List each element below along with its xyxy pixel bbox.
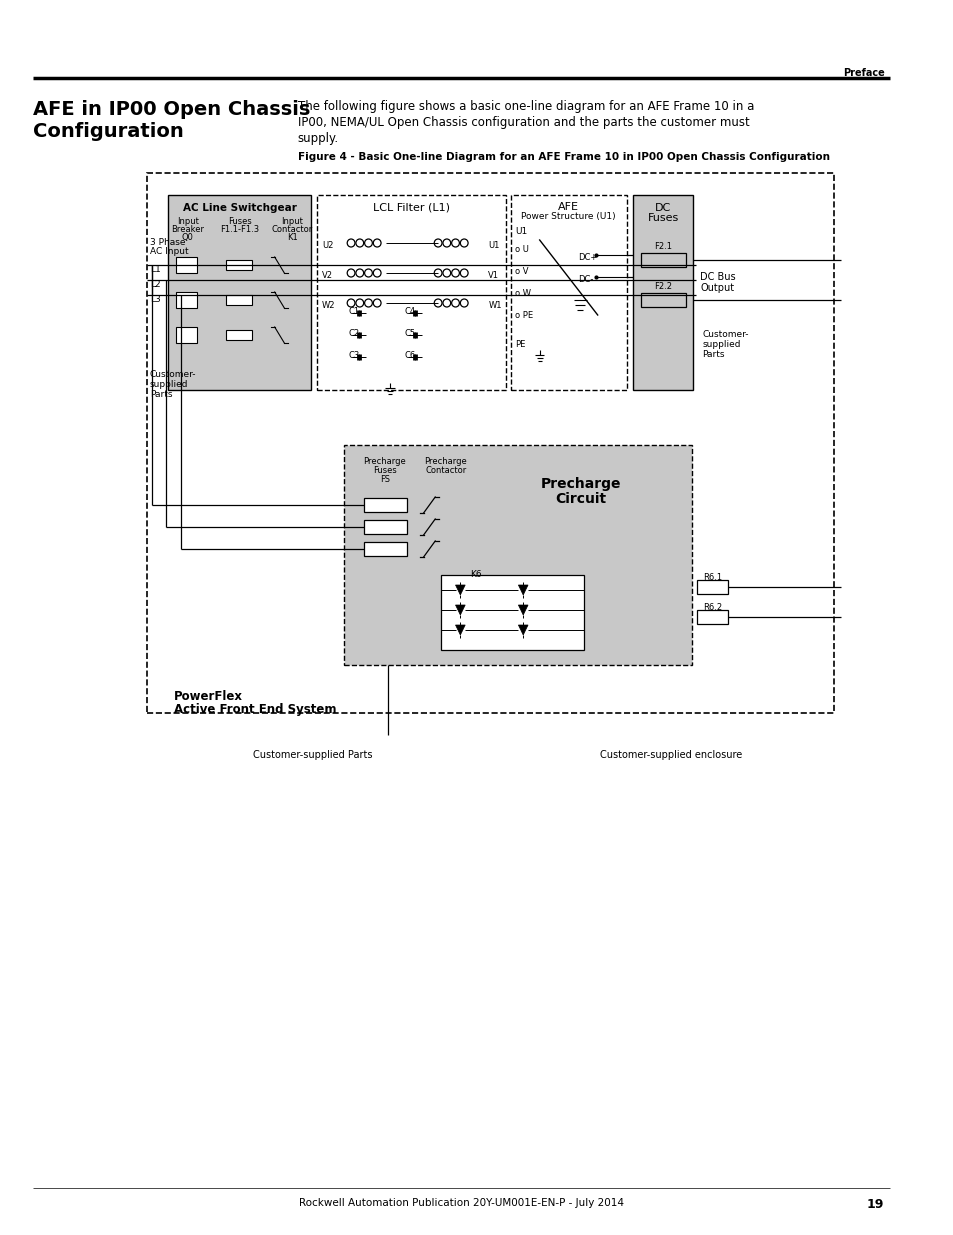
- Text: Customer-: Customer-: [150, 370, 196, 379]
- Bar: [697, 610, 727, 624]
- Text: U1: U1: [515, 227, 527, 236]
- Text: o U: o U: [515, 245, 529, 254]
- Bar: [633, 195, 693, 390]
- Text: Customer-: Customer-: [701, 330, 748, 338]
- Text: Precharge: Precharge: [424, 457, 467, 466]
- Bar: [317, 195, 505, 390]
- Text: F2.1: F2.1: [654, 242, 672, 251]
- Polygon shape: [517, 585, 528, 595]
- Text: AFE in IP00 Open Chassis: AFE in IP00 Open Chassis: [32, 100, 310, 119]
- Text: Contactor: Contactor: [425, 466, 466, 475]
- Bar: [168, 195, 311, 390]
- Text: Precharge: Precharge: [540, 477, 620, 492]
- Bar: [363, 542, 407, 556]
- Text: DC Bus: DC Bus: [700, 272, 735, 282]
- Text: Preface: Preface: [842, 68, 884, 78]
- Text: Configuration: Configuration: [32, 122, 183, 141]
- Bar: [697, 580, 727, 594]
- Text: L1: L1: [150, 266, 160, 274]
- Text: Power Structure (U1): Power Structure (U1): [521, 212, 616, 221]
- Text: V2: V2: [322, 270, 333, 279]
- Bar: [510, 195, 626, 390]
- Text: Figure 4 - Basic One-line Diagram for an AFE Frame 10 in IP00 Open Chassis Confi: Figure 4 - Basic One-line Diagram for an…: [297, 152, 829, 162]
- Text: FS: FS: [379, 475, 390, 484]
- Text: Input: Input: [176, 217, 198, 226]
- Text: o PE: o PE: [515, 311, 533, 320]
- Text: o W: o W: [515, 289, 531, 298]
- Text: 19: 19: [865, 1198, 883, 1212]
- Bar: [440, 576, 583, 650]
- Text: Parts: Parts: [701, 350, 724, 359]
- Text: supplied: supplied: [701, 340, 740, 350]
- Text: 3 Phase: 3 Phase: [150, 238, 185, 247]
- Text: V1: V1: [488, 270, 498, 279]
- Text: Precharge: Precharge: [363, 457, 406, 466]
- Text: Q0: Q0: [181, 233, 193, 242]
- Text: Contactor: Contactor: [272, 225, 313, 233]
- Text: Breaker: Breaker: [171, 225, 204, 233]
- Text: DC+: DC+: [578, 253, 597, 262]
- Text: o V: o V: [515, 267, 528, 275]
- Text: supplied: supplied: [150, 380, 188, 389]
- Text: AC Line Switchgear: AC Line Switchgear: [183, 203, 296, 212]
- Text: Input: Input: [281, 217, 303, 226]
- Text: PE: PE: [515, 340, 525, 350]
- Text: Circuit: Circuit: [555, 492, 606, 506]
- Text: AFE: AFE: [558, 203, 578, 212]
- Text: Active Front End System: Active Front End System: [173, 703, 336, 716]
- Bar: [176, 291, 197, 308]
- Text: DC: DC: [655, 203, 671, 212]
- Polygon shape: [455, 625, 465, 635]
- Polygon shape: [455, 605, 465, 615]
- Text: C2: C2: [348, 329, 359, 338]
- Text: Fuses: Fuses: [647, 212, 679, 224]
- Text: Customer-supplied Parts: Customer-supplied Parts: [253, 750, 373, 760]
- Text: Fuses: Fuses: [228, 217, 252, 226]
- Text: R6.1: R6.1: [702, 573, 721, 582]
- Bar: [176, 327, 197, 343]
- Text: The following figure shows a basic one-line diagram for an AFE Frame 10 in a: The following figure shows a basic one-l…: [297, 100, 754, 112]
- Text: C5: C5: [404, 329, 415, 338]
- Text: K1: K1: [287, 233, 297, 242]
- Text: Rockwell Automation Publication 20Y-UM001E-EN-P - July 2014: Rockwell Automation Publication 20Y-UM00…: [298, 1198, 623, 1208]
- Text: F1.1-F1.3: F1.1-F1.3: [220, 225, 259, 233]
- Text: C1: C1: [348, 308, 359, 316]
- Bar: [363, 498, 407, 513]
- Bar: [176, 257, 197, 273]
- Bar: [226, 330, 253, 340]
- Text: U2: U2: [322, 241, 334, 249]
- Text: L3: L3: [150, 295, 160, 304]
- Text: IP00, NEMA/UL Open Chassis configuration and the parts the customer must: IP00, NEMA/UL Open Chassis configuration…: [297, 116, 749, 128]
- Text: C4: C4: [404, 308, 415, 316]
- Text: C3: C3: [348, 351, 359, 359]
- Text: F2.2: F2.2: [654, 282, 672, 291]
- Text: Output: Output: [700, 283, 734, 293]
- Text: L2: L2: [150, 280, 160, 289]
- Text: Fuses: Fuses: [373, 466, 396, 475]
- Bar: [640, 253, 685, 267]
- Text: AC Input: AC Input: [150, 247, 189, 256]
- Text: W1: W1: [488, 300, 501, 310]
- Text: PowerFlex: PowerFlex: [173, 690, 243, 703]
- Bar: [226, 295, 253, 305]
- Text: Customer-supplied enclosure: Customer-supplied enclosure: [599, 750, 741, 760]
- Bar: [363, 520, 407, 534]
- Polygon shape: [517, 605, 528, 615]
- Polygon shape: [455, 585, 465, 595]
- Text: DC-: DC-: [578, 275, 593, 284]
- Text: Parts: Parts: [150, 390, 172, 399]
- Text: K6: K6: [470, 571, 481, 579]
- Polygon shape: [517, 625, 528, 635]
- Text: supply.: supply.: [297, 132, 338, 144]
- Bar: [344, 445, 692, 664]
- Text: C6: C6: [404, 351, 416, 359]
- Bar: [640, 293, 685, 308]
- Bar: [147, 173, 833, 713]
- Bar: [226, 261, 253, 270]
- Text: W2: W2: [322, 300, 335, 310]
- Text: U1: U1: [488, 241, 499, 249]
- Text: LCL Filter (L1): LCL Filter (L1): [372, 203, 449, 212]
- Text: R6.2: R6.2: [702, 603, 721, 613]
